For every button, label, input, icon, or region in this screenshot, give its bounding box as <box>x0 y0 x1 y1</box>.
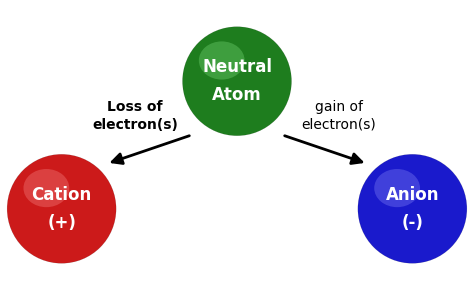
Text: gain of
electron(s): gain of electron(s) <box>301 100 376 132</box>
Ellipse shape <box>358 154 467 263</box>
Text: (+): (+) <box>47 214 76 232</box>
Ellipse shape <box>7 154 116 263</box>
Text: Loss of
electron(s): Loss of electron(s) <box>92 100 178 132</box>
Ellipse shape <box>23 169 69 207</box>
Text: Neutral: Neutral <box>202 58 272 76</box>
Text: Atom: Atom <box>212 86 262 104</box>
Text: Cation: Cation <box>31 186 92 204</box>
Ellipse shape <box>199 41 245 79</box>
Text: (-): (-) <box>401 214 423 232</box>
Text: Anion: Anion <box>386 186 439 204</box>
Ellipse shape <box>374 169 420 207</box>
Ellipse shape <box>182 27 292 136</box>
